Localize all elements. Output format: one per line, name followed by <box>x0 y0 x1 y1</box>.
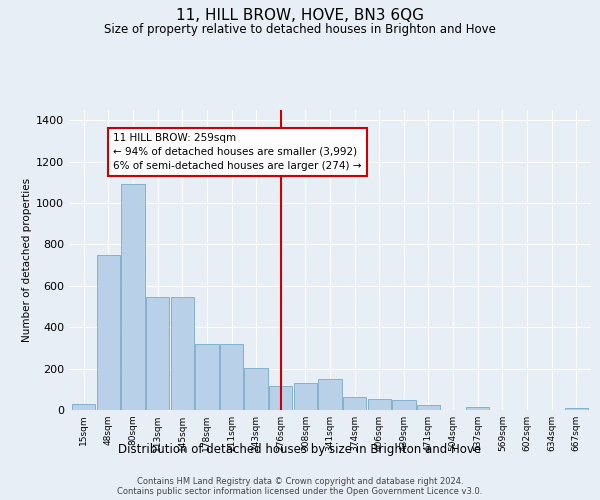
Bar <box>293 383 317 410</box>
Bar <box>417 405 440 410</box>
Bar <box>244 368 268 410</box>
Bar <box>121 184 145 410</box>
Text: Contains HM Land Registry data © Crown copyright and database right 2024.: Contains HM Land Registry data © Crown c… <box>137 478 463 486</box>
Bar <box>146 297 169 410</box>
Bar <box>97 255 120 410</box>
Text: Size of property relative to detached houses in Brighton and Hove: Size of property relative to detached ho… <box>104 22 496 36</box>
Text: 11, HILL BROW, HOVE, BN3 6QG: 11, HILL BROW, HOVE, BN3 6QG <box>176 8 424 22</box>
Bar <box>195 344 218 410</box>
Bar <box>565 408 588 410</box>
Bar <box>269 386 292 410</box>
Bar <box>319 379 341 410</box>
Text: Distribution of detached houses by size in Brighton and Hove: Distribution of detached houses by size … <box>118 442 482 456</box>
Text: Contains public sector information licensed under the Open Government Licence v3: Contains public sector information licen… <box>118 488 482 496</box>
Bar <box>220 344 243 410</box>
Bar <box>392 400 416 410</box>
Bar <box>72 404 95 410</box>
Bar <box>466 407 490 410</box>
Bar <box>368 398 391 410</box>
Y-axis label: Number of detached properties: Number of detached properties <box>22 178 32 342</box>
Text: 11 HILL BROW: 259sqm
← 94% of detached houses are smaller (3,992)
6% of semi-det: 11 HILL BROW: 259sqm ← 94% of detached h… <box>113 133 362 171</box>
Bar <box>343 396 367 410</box>
Bar <box>170 297 194 410</box>
